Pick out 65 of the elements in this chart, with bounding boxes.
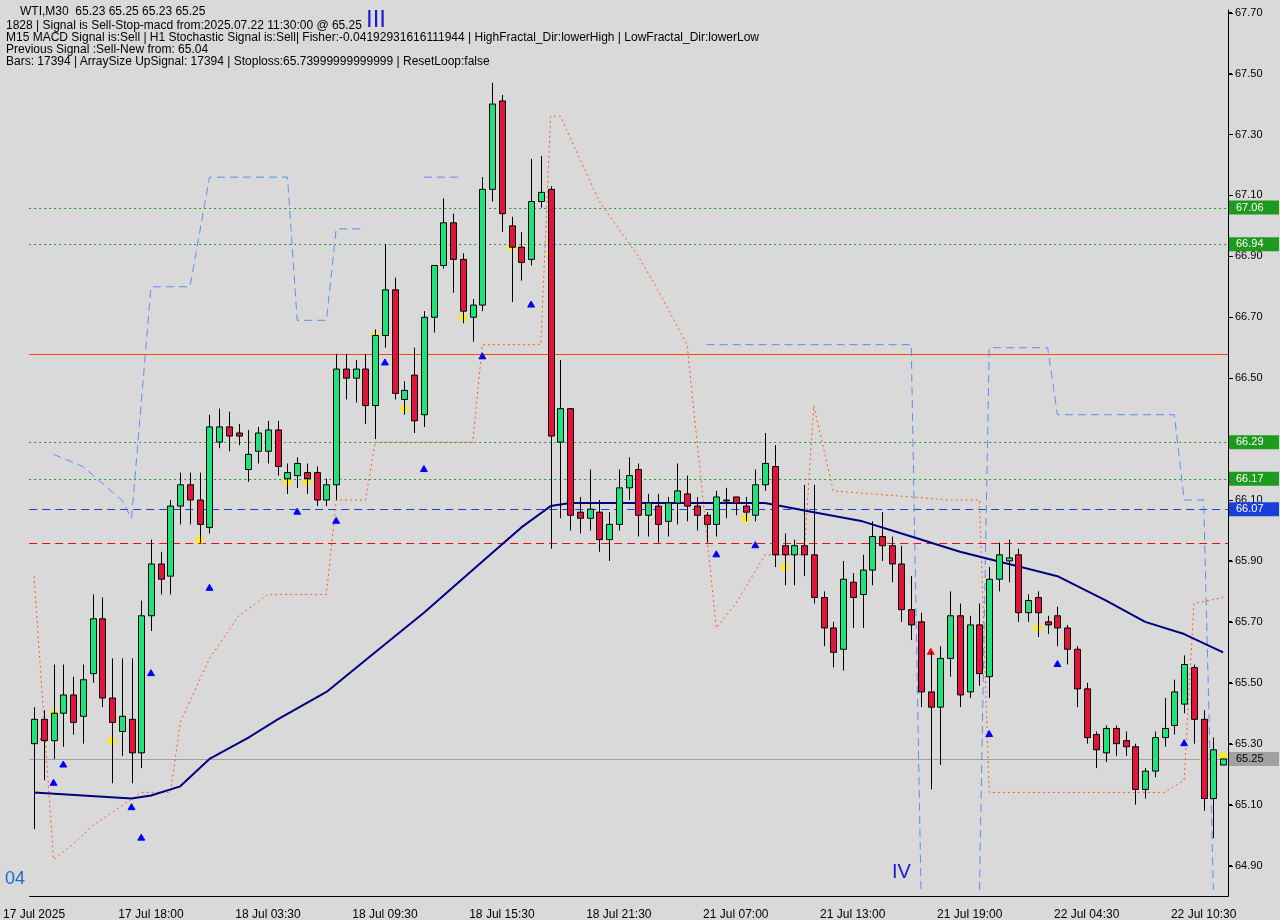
text: 04 bbox=[5, 868, 26, 888]
candlestick bbox=[226, 411, 233, 452]
ref-line-label: 66.07 bbox=[1236, 502, 1264, 515]
point bbox=[712, 550, 721, 558]
x-tick-label: 22 Jul 04:30 bbox=[1053, 906, 1120, 920]
x-tick-label: 17 Jul 2025 bbox=[3, 906, 66, 920]
point bbox=[419, 465, 428, 473]
y-tick-label: 66.90 bbox=[1235, 249, 1263, 262]
point bbox=[751, 541, 760, 549]
y-tick-label: 65.70 bbox=[1235, 614, 1263, 627]
x-tick-label: 18 Jul 03:30 bbox=[235, 906, 301, 920]
x-tick-label: 18 Jul 21:30 bbox=[586, 906, 652, 920]
candlestick bbox=[733, 496, 740, 516]
y-tick-label: 65.90 bbox=[1235, 553, 1263, 566]
x-tick-label: 21 Jul 19:00 bbox=[937, 906, 1003, 920]
candlestick bbox=[509, 216, 516, 303]
point bbox=[985, 730, 994, 738]
ref-line-label: 67.06 bbox=[1236, 200, 1264, 213]
annotation: IV bbox=[892, 860, 911, 882]
y-tick-label: 67.30 bbox=[1235, 127, 1263, 140]
candlestick bbox=[674, 462, 681, 525]
annotation: Bars: 17394 | ArraySize UpSignal: 17394 | Stoploss:65.73999999999999 | ResetLoop:false bbox=[6, 54, 490, 68]
x-tick-label: 17 Jul 18:00 bbox=[118, 906, 185, 920]
y-tick-label: 67.10 bbox=[1235, 188, 1263, 201]
point bbox=[478, 352, 487, 360]
x-tick-label: 21 Jul 07:00 bbox=[703, 906, 769, 920]
point bbox=[137, 833, 146, 841]
y-tick-label: 67.50 bbox=[1235, 66, 1263, 79]
point bbox=[293, 507, 302, 515]
x-tick-label: 18 Jul 09:30 bbox=[352, 906, 418, 920]
point bbox=[1180, 739, 1189, 747]
point bbox=[205, 583, 214, 591]
candlestick bbox=[216, 408, 223, 449]
ref-line-label: 65.25 bbox=[1236, 751, 1264, 764]
ref-line-label: 66.17 bbox=[1236, 471, 1264, 484]
y-tick-label: 65.30 bbox=[1235, 736, 1263, 749]
y-tick-label: 66.70 bbox=[1235, 310, 1263, 323]
chart-title: WTI,M30 65.23 65.25 65.23 65.25 bbox=[20, 4, 206, 18]
annotation: III bbox=[366, 5, 387, 32]
x-tick-label: 18 Jul 15:30 bbox=[469, 906, 535, 920]
annotation: 1828 | Signal is Sell-Stop-macd from:2025.07.22 11:30:00 @ 65.25 bbox=[6, 18, 362, 32]
candlestick bbox=[265, 420, 272, 464]
point bbox=[49, 778, 58, 786]
point bbox=[926, 647, 935, 655]
ref-line-label: 66.29 bbox=[1236, 435, 1264, 448]
y-tick-label: 64.90 bbox=[1235, 858, 1263, 871]
point bbox=[332, 516, 341, 524]
x-tick-label: 22 Jul 10:30 bbox=[1170, 906, 1237, 920]
candlestick bbox=[60, 664, 67, 748]
y-tick-label: 65.10 bbox=[1235, 797, 1263, 810]
candlestick bbox=[1064, 624, 1071, 665]
point bbox=[147, 669, 155, 677]
point bbox=[380, 358, 389, 366]
y-tick-label: 66.50 bbox=[1235, 371, 1263, 384]
x-tick-label: 21 Jul 13:00 bbox=[820, 906, 886, 920]
point bbox=[527, 300, 536, 308]
annotation: M15 MACD Signal is:Sell | H1 Stochastic Signal is:Sell| Fisher:-0.04192931616111944 | HighFractal_Dir:lowerHigh | LowFractal_Dir:lowerLow bbox=[6, 30, 760, 44]
candlestick bbox=[684, 475, 691, 522]
y-tick-label: 67.70 bbox=[1235, 5, 1263, 18]
point bbox=[59, 760, 68, 768]
point bbox=[1053, 660, 1062, 667]
ref-line-label: 66.94 bbox=[1236, 237, 1264, 250]
point bbox=[127, 803, 136, 811]
y-tick-label: 65.50 bbox=[1235, 675, 1263, 688]
candlestick bbox=[177, 472, 184, 525]
